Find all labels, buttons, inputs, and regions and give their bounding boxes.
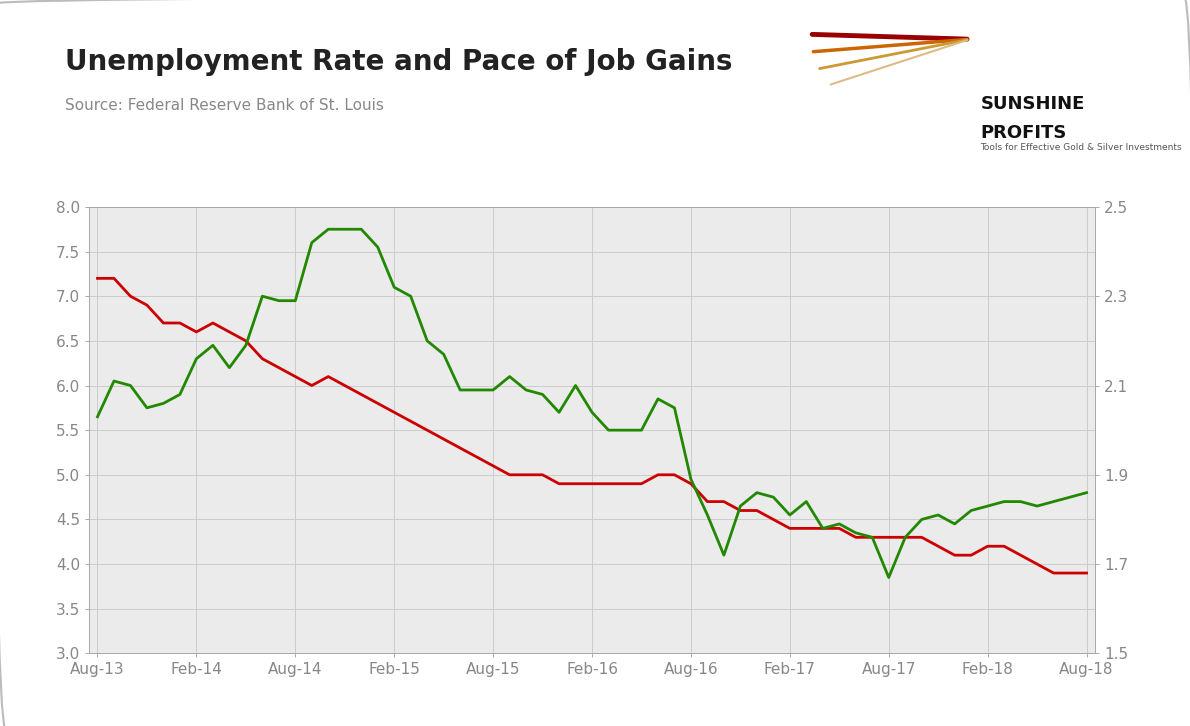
Text: Source: Federal Reserve Bank of St. Louis: Source: Federal Reserve Bank of St. Loui… (65, 97, 384, 113)
Text: PROFITS: PROFITS (981, 123, 1067, 142)
Text: Unemployment Rate and Pace of Job Gains: Unemployment Rate and Pace of Job Gains (65, 48, 733, 76)
Text: SUNSHINE: SUNSHINE (981, 95, 1085, 113)
Text: Tools for Effective Gold & Silver Investments: Tools for Effective Gold & Silver Invest… (981, 144, 1182, 152)
